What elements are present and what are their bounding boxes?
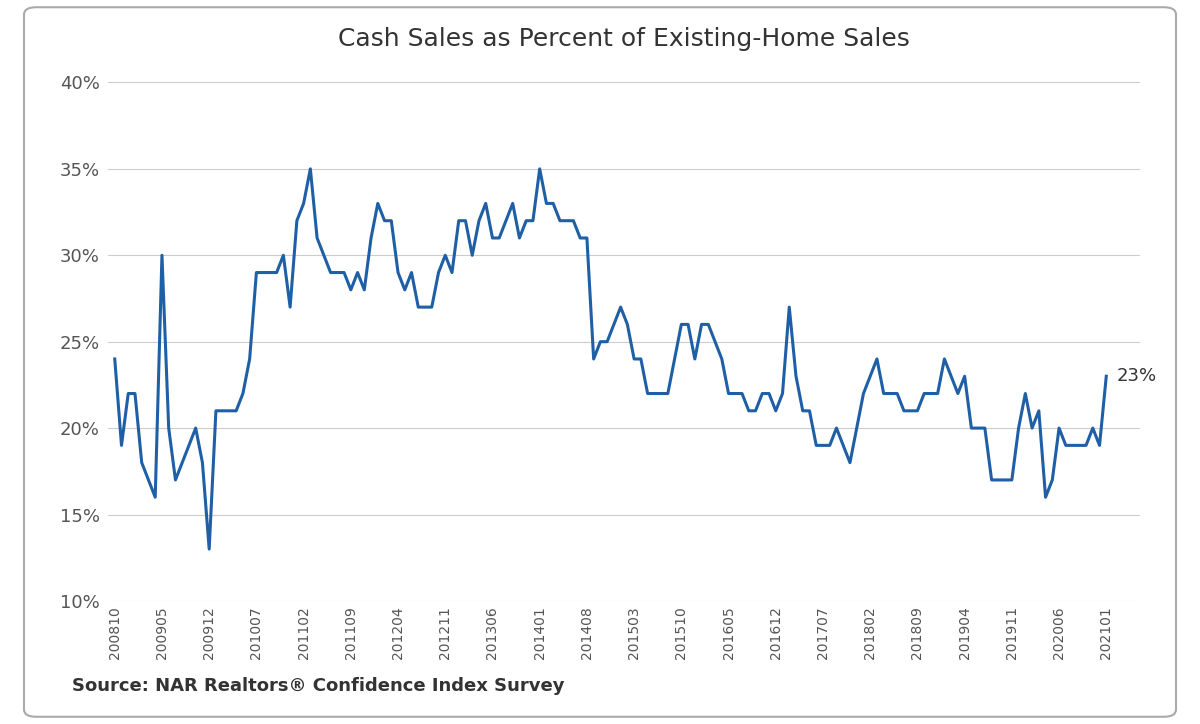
Title: Cash Sales as Percent of Existing-Home Sales: Cash Sales as Percent of Existing-Home S…	[338, 27, 910, 51]
Text: 23%: 23%	[1116, 367, 1157, 385]
Text: Source: NAR Realtors® Confidence Index Survey: Source: NAR Realtors® Confidence Index S…	[72, 677, 564, 695]
